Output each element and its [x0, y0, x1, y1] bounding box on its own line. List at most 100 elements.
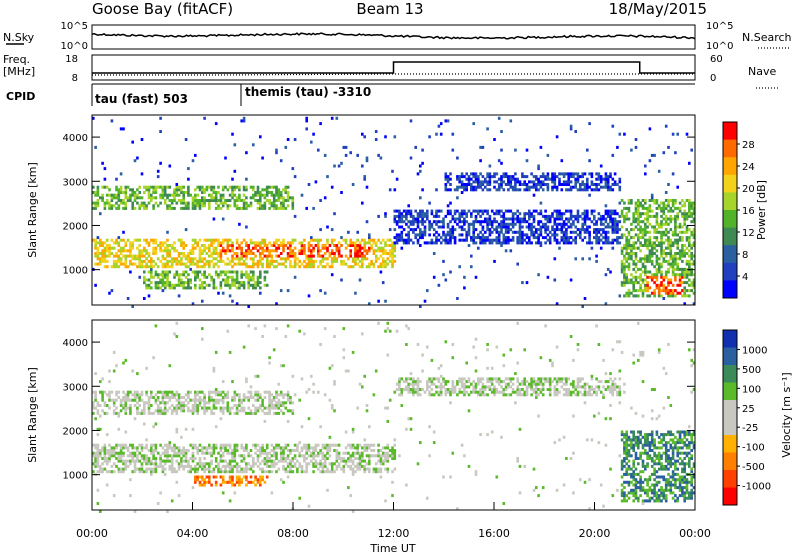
heatmap-cell [206, 284, 209, 287]
heatmap-cell [625, 228, 628, 231]
heatmap-cell [688, 260, 691, 263]
heatmap-cell [215, 257, 218, 260]
heatmap-cell [282, 460, 285, 463]
heatmap-cell [681, 249, 684, 252]
heatmap-cell [210, 484, 213, 487]
heatmap-cell [141, 391, 144, 394]
heatmap-cell [516, 215, 519, 218]
heatmap-cell [217, 462, 220, 465]
heatmap-cell [489, 223, 492, 226]
heatmap-cell [125, 265, 128, 268]
heatmap-cell [521, 233, 524, 236]
heatmap-cell [222, 204, 225, 207]
heatmap-cell [120, 191, 123, 194]
heatmap-cell [510, 180, 513, 183]
heatmap-cell [113, 462, 116, 465]
heatmap-cell [143, 401, 146, 404]
heatmap-cell [312, 391, 315, 394]
heatmap-cell [166, 239, 169, 242]
heatmap-cell [111, 399, 114, 402]
heatmap-cell [516, 263, 519, 266]
heatmap-cell [150, 391, 153, 394]
heatmap-cell [347, 457, 350, 460]
heatmap-cell [533, 236, 536, 239]
heatmap-cell [234, 143, 237, 146]
heatmap-cell [394, 210, 397, 213]
heatmap-cell [192, 428, 195, 431]
heatmap-cell [296, 257, 299, 260]
heatmap-cell [612, 183, 615, 186]
heatmap-cell [257, 207, 260, 210]
heatmap-cell [472, 122, 475, 125]
heatmap-cell [194, 446, 197, 449]
heatmap-cell [477, 247, 480, 250]
heatmap-cell [94, 462, 97, 465]
heatmap-cell [458, 186, 461, 189]
heatmap-cell [663, 249, 666, 252]
heatmap-cell [600, 247, 603, 250]
heatmap-cell [380, 476, 383, 479]
heatmap-cell [521, 175, 524, 178]
heatmap-cell [224, 263, 227, 266]
heatmap-cell [363, 438, 366, 441]
heatmap-cell [122, 407, 125, 410]
heatmap-cell [94, 252, 97, 255]
heatmap-cell [289, 247, 292, 250]
heatmap-cell [440, 122, 443, 125]
heatmap-cell [266, 194, 269, 197]
heatmap-cell [208, 407, 211, 410]
heatmap-cell [171, 412, 174, 415]
heatmap-cell [203, 465, 206, 468]
heatmap-cell [438, 226, 441, 229]
heatmap-cell [503, 223, 506, 226]
heatmap-cell [672, 268, 675, 271]
heatmap-cell [259, 292, 262, 295]
heatmap-cell [635, 233, 638, 236]
heatmap-cell [484, 239, 487, 242]
heatmap-cell [162, 452, 165, 455]
heatmap-cell [257, 276, 260, 279]
heatmap-cell [551, 175, 554, 178]
heatmap-cell [271, 186, 274, 189]
heatmap-cell [220, 476, 223, 479]
heatmap-cell [630, 249, 633, 252]
heatmap-cell [653, 228, 656, 231]
heatmap-cell [268, 470, 271, 473]
heatmap-cell [259, 452, 262, 455]
heatmap-cell [558, 218, 561, 221]
heatmap-cell [658, 284, 661, 287]
heatmap-cell [192, 407, 195, 410]
heatmap-cell [213, 188, 216, 191]
heatmap-cell [359, 454, 362, 457]
heatmap-cell [660, 252, 663, 255]
heatmap-cell [683, 212, 686, 215]
heatmap-cell [458, 226, 461, 229]
heatmap-cell [287, 457, 290, 460]
heatmap-cell [333, 260, 336, 263]
heatmap-cell [366, 157, 369, 160]
heatmap-cell [194, 271, 197, 274]
heatmap-cell [301, 449, 304, 452]
heatmap-cell [387, 457, 390, 460]
heatmap-cell [577, 172, 580, 175]
heatmap-cell [686, 247, 689, 250]
heatmap-cell [238, 223, 241, 226]
heatmap-cell [556, 186, 559, 189]
heatmap-cell [322, 454, 325, 457]
heatmap-cell [215, 401, 218, 404]
heatmap-cell [663, 241, 666, 244]
heatmap-cell [561, 228, 564, 231]
heatmap-cell [479, 215, 482, 218]
heatmap-cell [540, 180, 543, 183]
heatmap-cell [150, 468, 153, 471]
heatmap-cell [129, 241, 132, 244]
heatmap-cell [588, 233, 591, 236]
heatmap-cell [363, 470, 366, 473]
heatmap-cell [145, 204, 148, 207]
heatmap-cell [549, 218, 552, 221]
heatmap-cell [280, 364, 283, 367]
heatmap-cell [108, 202, 111, 205]
heatmap-cell [245, 241, 248, 244]
heatmap-cell [217, 265, 220, 268]
heatmap-cell [315, 444, 318, 447]
